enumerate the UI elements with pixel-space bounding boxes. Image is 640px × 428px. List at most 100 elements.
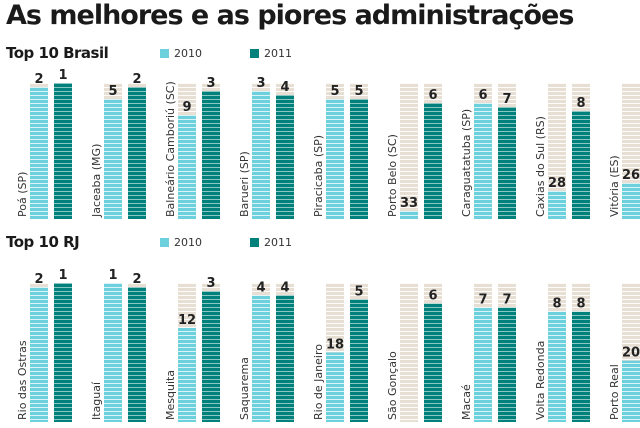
legend-swatch-2010: [160, 49, 169, 58]
legend-item-2011: 2011: [250, 236, 292, 249]
category-label: Mesquita: [164, 370, 177, 420]
bar-2010: [30, 287, 48, 422]
bar-group-piracicaba-sp: Piracicaba (SP) 5 5: [312, 83, 368, 219]
data-label-2010: 5: [330, 84, 339, 99]
category-label: Vitória (ES): [608, 155, 621, 217]
category-label: Caxias do Sul (RS): [534, 116, 547, 217]
bar-2010: [622, 183, 640, 219]
data-label-2011: 6: [428, 288, 437, 303]
bar-2010: [252, 91, 270, 219]
bar-2010: [474, 307, 492, 422]
category-label: Macaé: [460, 384, 473, 420]
category-label: São Gonçalo: [386, 351, 399, 420]
category-label: Balneário Camboriú (SC): [164, 81, 177, 217]
data-label-2011: 7: [502, 92, 511, 107]
category-label: Jaceaba (MG): [90, 144, 103, 218]
bar-2011: [128, 287, 146, 422]
data-label-2010: 5: [108, 84, 117, 99]
bar-group-jaceaba-mg: Jaceaba (MG) 52: [90, 72, 146, 219]
bar-2011: [202, 291, 220, 422]
data-label-2010: 1: [108, 268, 117, 283]
bar-background-2010: [400, 283, 418, 422]
bar-2010: [30, 87, 48, 219]
legend-rj: 2010 2011: [160, 236, 340, 249]
data-label-2011: 7: [502, 293, 511, 308]
data-label-2010: 9: [182, 100, 191, 115]
panel-title-brasil: Top 10 Brasil: [6, 44, 109, 62]
bar-2010: [104, 99, 122, 219]
data-label-2011: 3: [206, 276, 215, 291]
data-label-2011: 1: [58, 68, 67, 83]
data-label-2010: 6: [478, 88, 487, 103]
bar-2011: [572, 311, 590, 422]
data-label-2011: 5: [354, 84, 363, 99]
bar-2010: [326, 99, 344, 219]
bar-group-sao-goncalo: São Gonçalo 6: [386, 283, 442, 422]
data-label-2010: 33: [400, 196, 418, 211]
bar-2011: [572, 111, 590, 219]
bar-2010: [474, 103, 492, 219]
legend-label-2010: 2010: [174, 236, 202, 249]
data-label-2011: 3: [206, 76, 215, 91]
legend-swatch-2011: [250, 238, 259, 247]
bar-group-macae: Macaé 7 7: [460, 283, 516, 422]
bar-group-itaguai: Itaguaí 1 2: [90, 268, 146, 422]
bar-2010: [104, 283, 122, 422]
data-label-2010: 2: [34, 72, 43, 87]
data-label-2010: 3: [256, 76, 265, 91]
bar-group-rio-de-janeiro: Rio de Janeiro 18 5: [312, 283, 368, 422]
data-label-2011: 4: [280, 280, 289, 295]
bar-2010: [622, 360, 640, 422]
category-label: Porto Real: [608, 364, 621, 420]
bar-group-caraguatatuba-sp: Caraguatatuba (SP) 6 7: [460, 83, 516, 219]
legend-item-2010: 2010: [160, 236, 202, 249]
data-label-2011: 4: [280, 80, 289, 95]
bar-2011: [498, 107, 516, 219]
data-label-2011: 2: [132, 72, 141, 87]
bar-2011: [276, 295, 294, 422]
legend-item-2010: 2010: [160, 47, 202, 60]
data-label-2010: 20: [622, 346, 640, 361]
bar-2011: [350, 299, 368, 422]
bar-2011: [498, 307, 516, 422]
bar-group-porto-belo-sc: Porto Belo (SC) 33 6: [386, 83, 442, 219]
bar-background-2010: [400, 83, 418, 219]
bar-group-poa-sp: Poá (SP) 2 1: [16, 68, 72, 219]
category-label: Piracicaba (SP): [312, 135, 325, 217]
data-label-2010: 4: [256, 280, 265, 295]
page-title: As melhores e as piores administrações: [6, 0, 574, 31]
bar-2011: [424, 303, 442, 422]
bar-background-2010: [548, 83, 566, 219]
data-label-2011: 8: [576, 96, 585, 111]
category-label: Saquarema: [238, 357, 251, 420]
legend-brasil: 2010 2011: [160, 47, 340, 60]
legend-item-2011: 2011: [250, 47, 292, 60]
data-label-2011: 6: [428, 88, 437, 103]
category-label: Volta Redonda: [534, 341, 547, 420]
category-label: Poá (SP): [16, 172, 29, 217]
data-label-2011: 5: [354, 284, 363, 299]
data-label-2010: 12: [178, 313, 196, 328]
bar-group-rio-das-ostras: Rio das Ostras 2 1: [16, 268, 72, 422]
bar-2010: [178, 115, 196, 219]
bar-group-vitoria-es: Vitória (ES) 26: [608, 83, 640, 219]
bar-2011: [424, 103, 442, 219]
data-label-2010: 7: [478, 293, 487, 308]
bar-2010: [548, 191, 566, 219]
legend-label-2010: 2010: [174, 47, 202, 60]
bar-group-barueri-sp: Barueri (SP) 3 4: [238, 76, 294, 219]
data-label-2011: 2: [132, 272, 141, 287]
data-label-2011: 8: [576, 297, 585, 312]
legend-label-2011: 2011: [264, 47, 292, 60]
bar-2011: [202, 91, 220, 219]
data-label-2011: 1: [58, 268, 67, 283]
data-label-2010: 28: [548, 176, 566, 191]
bar-group-saquarema: Saquarema 4 4: [238, 280, 294, 422]
data-label-2010: 2: [34, 272, 43, 287]
bar-group-balneario-camboriu-sc: Balneário Camboriú (SC) 93: [164, 76, 220, 219]
category-label: Porto Belo (SC): [386, 134, 399, 217]
data-label-2010: 18: [326, 338, 344, 353]
legend-swatch-2010: [160, 238, 169, 247]
category-label: Rio das Ostras: [16, 340, 29, 420]
category-label: Barueri (SP): [238, 151, 251, 217]
